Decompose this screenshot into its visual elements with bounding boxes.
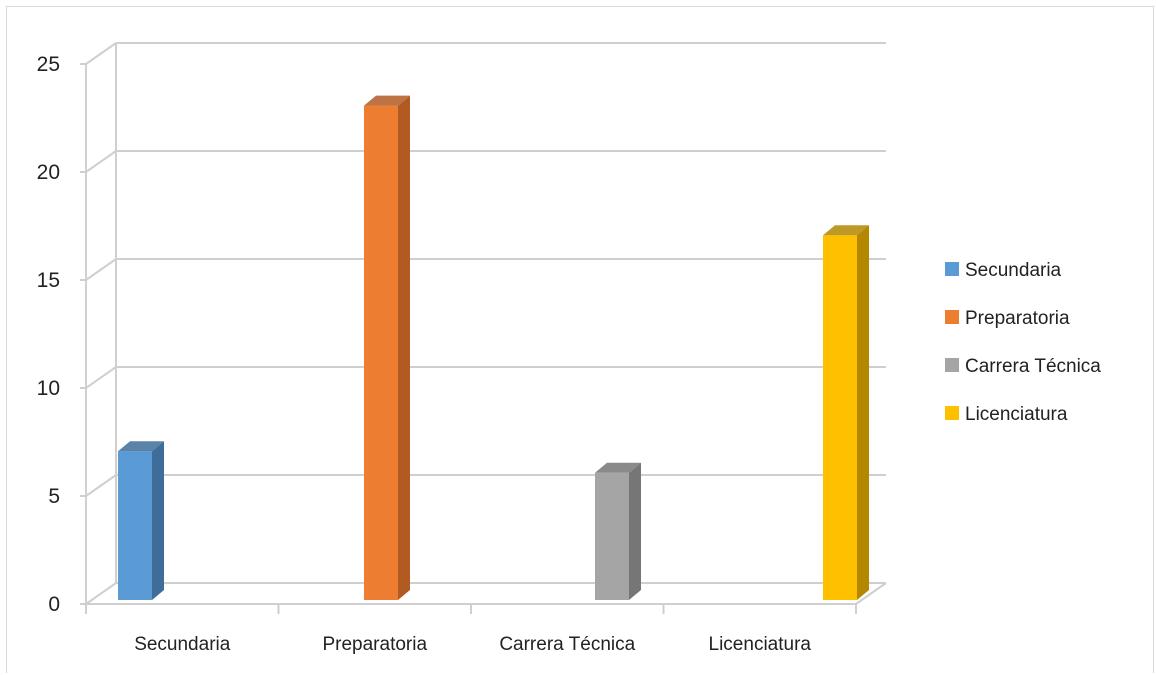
x-category-label: Secundaria (134, 634, 231, 655)
y-tick-label: 25 (37, 53, 60, 76)
legend-swatch (945, 262, 959, 276)
legend-swatch (945, 358, 959, 372)
bar-front (118, 451, 152, 600)
y-tick-label: 20 (37, 161, 60, 184)
floor-right-edge (855, 582, 887, 605)
legend-label: Licenciatura (965, 404, 1068, 425)
gridline-side (85, 150, 117, 173)
legend-entry: Preparatoria (945, 308, 1070, 329)
gridline-side (85, 42, 117, 65)
gridline (85, 258, 886, 281)
gridline (85, 582, 886, 605)
legend-label: Preparatoria (965, 308, 1070, 329)
legend-entry: Licenciatura (945, 404, 1068, 425)
bar (118, 441, 164, 600)
bar-top (364, 95, 410, 106)
bar-side (629, 462, 641, 600)
gridlines (85, 42, 886, 605)
y-tick-label: 5 (48, 485, 60, 508)
bar-side (857, 225, 869, 600)
bar (595, 462, 641, 600)
x-category-label: Preparatoria (322, 634, 427, 655)
x-category-label: Carrera Técnica (499, 634, 635, 655)
bar-side (398, 95, 410, 600)
gridline-side (85, 474, 117, 497)
gridline (85, 150, 886, 173)
bar-side (152, 441, 164, 600)
bars (118, 95, 869, 600)
gridline-side (85, 582, 117, 605)
x-axis-labels: Secundaria Preparatoria Carrera Técnica Lic… (134, 634, 811, 655)
bar-top (118, 441, 164, 452)
gridline-side (85, 366, 117, 389)
bar (823, 225, 869, 600)
bar-front (595, 472, 629, 600)
legend: Secundaria Preparatoria Carrera Técnica Lic… (945, 260, 1101, 425)
bar-front (364, 105, 398, 600)
x-category-label: Licenciatura (709, 634, 812, 655)
bar-top (595, 462, 641, 473)
bar (364, 95, 410, 600)
y-tick-label: 15 (37, 269, 60, 292)
y-axis-ticks: 0 5 10 15 20 25 (37, 53, 86, 616)
gridline (85, 42, 886, 65)
legend-label: Carrera Técnica (965, 356, 1101, 377)
gridline-side (85, 258, 117, 281)
legend-swatch (945, 310, 959, 324)
chart-frame (6, 6, 1154, 673)
legend-swatch (945, 406, 959, 420)
y-tick-label: 10 (37, 377, 60, 400)
bar-front (823, 235, 857, 600)
bar-top (823, 225, 869, 236)
gridline (85, 474, 886, 497)
y-tick-label: 0 (48, 593, 60, 616)
legend-entry: Secundaria (945, 260, 1062, 281)
axes (85, 43, 887, 614)
legend-label: Secundaria (965, 260, 1062, 281)
legend-entry: Carrera Técnica (945, 356, 1101, 377)
gridline (85, 366, 886, 389)
